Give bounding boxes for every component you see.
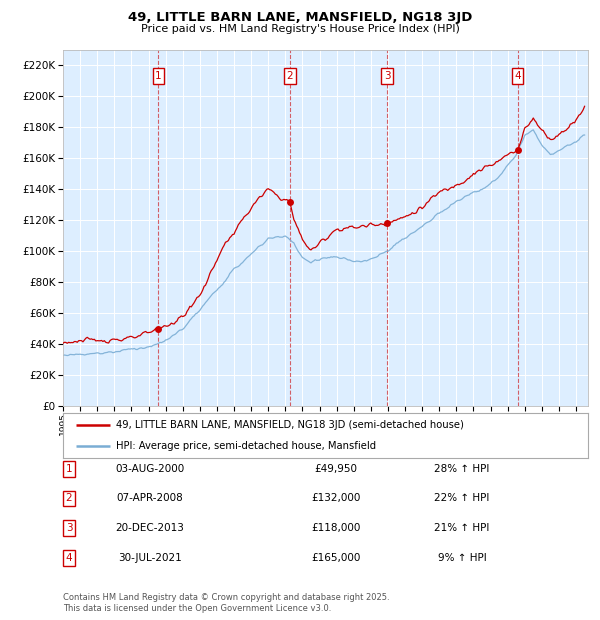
Text: 4: 4 [65,553,73,563]
Text: £165,000: £165,000 [311,553,361,563]
Text: 2: 2 [287,71,293,81]
Text: 30-JUL-2021: 30-JUL-2021 [118,553,182,563]
Text: £132,000: £132,000 [311,494,361,503]
Text: 4: 4 [514,71,521,81]
Text: 9% ↑ HPI: 9% ↑ HPI [437,553,487,563]
Text: Contains HM Land Registry data © Crown copyright and database right 2025.
This d: Contains HM Land Registry data © Crown c… [63,593,389,613]
Text: 2: 2 [65,494,73,503]
Text: 03-AUG-2000: 03-AUG-2000 [115,464,185,474]
Text: 07-APR-2008: 07-APR-2008 [116,494,184,503]
Text: £49,950: £49,950 [314,464,358,474]
Text: 28% ↑ HPI: 28% ↑ HPI [434,464,490,474]
Text: 20-DEC-2013: 20-DEC-2013 [116,523,184,533]
Text: HPI: Average price, semi-detached house, Mansfield: HPI: Average price, semi-detached house,… [115,440,376,451]
Text: 21% ↑ HPI: 21% ↑ HPI [434,523,490,533]
Text: 1: 1 [65,464,73,474]
Text: 3: 3 [384,71,391,81]
Text: 22% ↑ HPI: 22% ↑ HPI [434,494,490,503]
Text: 49, LITTLE BARN LANE, MANSFIELD, NG18 3JD (semi-detached house): 49, LITTLE BARN LANE, MANSFIELD, NG18 3J… [115,420,463,430]
Text: Price paid vs. HM Land Registry's House Price Index (HPI): Price paid vs. HM Land Registry's House … [140,24,460,33]
Text: 1: 1 [155,71,162,81]
Text: £118,000: £118,000 [311,523,361,533]
Text: 49, LITTLE BARN LANE, MANSFIELD, NG18 3JD: 49, LITTLE BARN LANE, MANSFIELD, NG18 3J… [128,11,472,24]
Text: 3: 3 [65,523,73,533]
